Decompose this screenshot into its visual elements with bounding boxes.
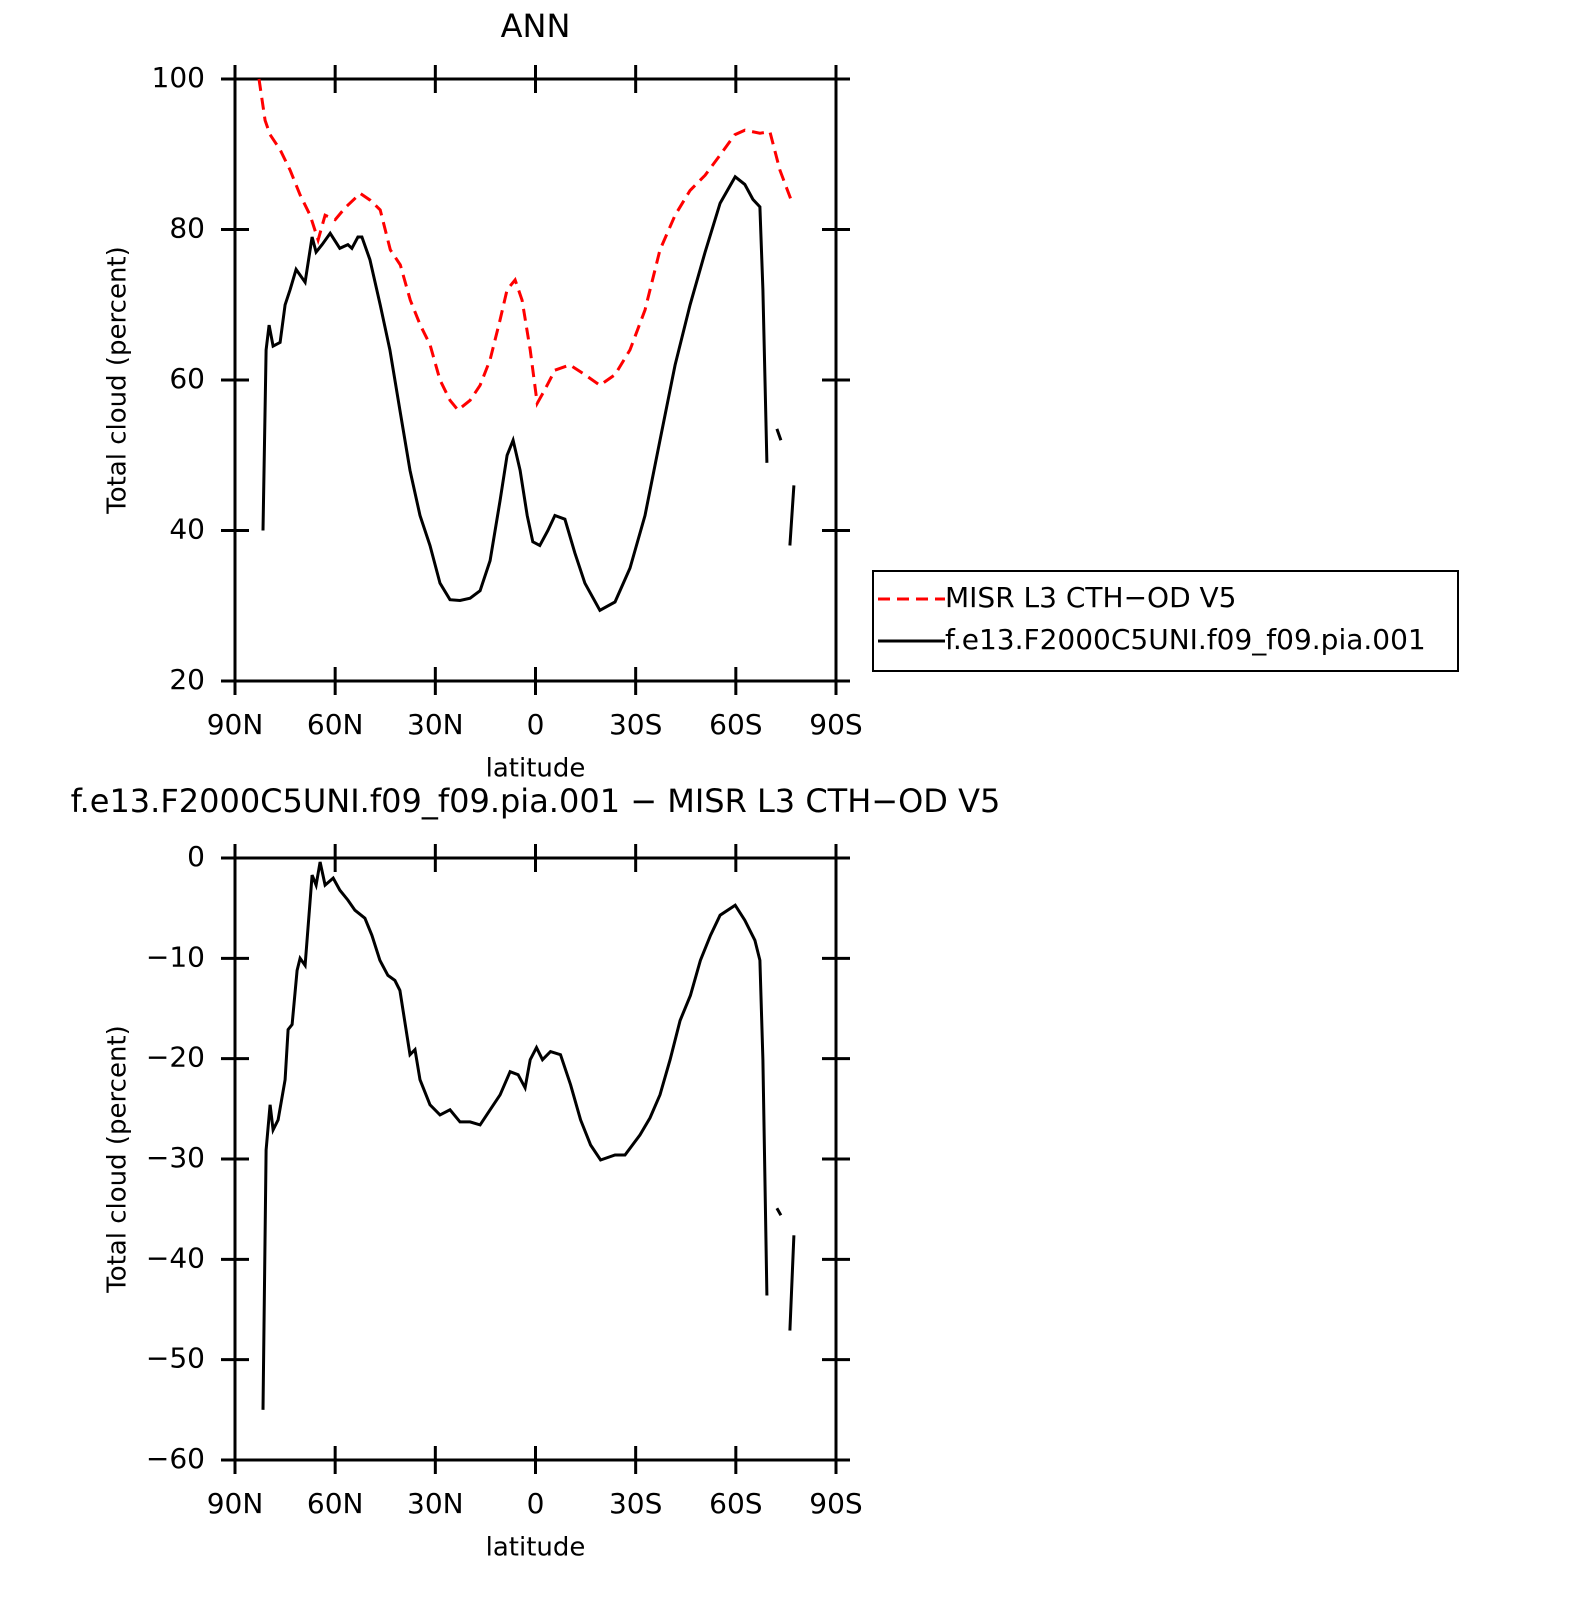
y-tick-label: 40 bbox=[169, 513, 205, 546]
x-tick-label: 60N bbox=[307, 708, 364, 741]
x-axis-label: latitude bbox=[486, 754, 586, 784]
x-axis-label: latitude bbox=[486, 1533, 586, 1563]
data-line bbox=[257, 78, 795, 413]
x-tick-label: 30S bbox=[609, 1487, 662, 1520]
chart-title: f.e13.F2000C5UNI.f09_f09.pia.001 − MISR … bbox=[71, 782, 1001, 820]
y-tick-label: −40 bbox=[146, 1241, 205, 1274]
x-tick-label: 0 bbox=[527, 708, 545, 741]
legend-label: f.e13.F2000C5UNI.f09_f09.pia.001 bbox=[945, 623, 1426, 656]
plot-frame bbox=[233, 77, 838, 683]
y-tick-label: 60 bbox=[169, 362, 205, 395]
y-tick-label: 100 bbox=[152, 61, 205, 94]
chart-title: ANN bbox=[501, 7, 571, 45]
x-tick-label: 30S bbox=[609, 708, 662, 741]
x-tick-label: 60S bbox=[709, 1487, 762, 1520]
y-tick-label: −60 bbox=[146, 1442, 205, 1475]
y-tick-label: −20 bbox=[146, 1041, 205, 1074]
y-tick-label: −10 bbox=[146, 940, 205, 973]
x-tick-label: 0 bbox=[527, 1487, 545, 1520]
y-tick-label: −30 bbox=[146, 1141, 205, 1174]
x-tick-label: 30N bbox=[407, 708, 464, 741]
x-tick-label: 90N bbox=[207, 1487, 264, 1520]
y-tick-label: 0 bbox=[187, 840, 205, 873]
x-tick-label: 90S bbox=[809, 1487, 862, 1520]
x-tick-label: 60S bbox=[709, 708, 762, 741]
y-tick-label: 80 bbox=[169, 212, 205, 245]
y-tick-label: 20 bbox=[169, 663, 205, 696]
legend-label: MISR L3 CTH−OD V5 bbox=[945, 581, 1237, 614]
plot-frame bbox=[233, 856, 838, 1462]
legend-box bbox=[872, 570, 1459, 672]
x-tick-label: 30N bbox=[407, 1487, 464, 1520]
data-line bbox=[261, 174, 796, 613]
x-tick-label: 60N bbox=[307, 1487, 364, 1520]
y-tick-label: −50 bbox=[146, 1342, 205, 1375]
y-axis-label: Total cloud (percent) bbox=[103, 1025, 133, 1294]
data-line bbox=[261, 861, 796, 1410]
x-tick-label: 90S bbox=[809, 708, 862, 741]
y-axis-label: Total cloud (percent) bbox=[103, 246, 133, 515]
x-tick-label: 90N bbox=[207, 708, 264, 741]
